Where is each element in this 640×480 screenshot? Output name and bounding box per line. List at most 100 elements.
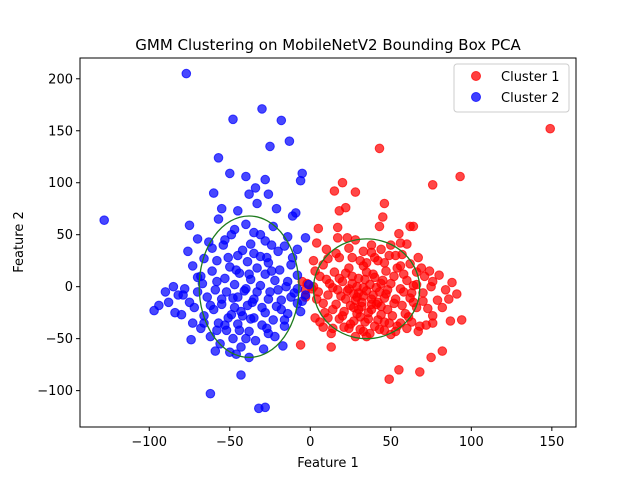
data-point (434, 270, 444, 281)
data-point (337, 177, 348, 188)
data-point (452, 289, 462, 299)
data-point (233, 206, 243, 216)
data-point (265, 141, 275, 152)
data-point (233, 292, 243, 302)
data-point (419, 271, 430, 282)
data-point (210, 346, 221, 356)
data-point (220, 235, 230, 245)
y-tick-label: −50 (46, 332, 73, 347)
data-point (241, 284, 251, 294)
data-point (295, 340, 306, 350)
data-point (257, 104, 267, 114)
legend-box (453, 63, 570, 113)
data-point (340, 202, 351, 213)
plot-frame (79, 57, 577, 428)
data-point (344, 243, 354, 253)
data-point (247, 297, 258, 308)
data-point (402, 239, 412, 249)
data-point (245, 239, 256, 249)
data-point (347, 252, 358, 263)
data-point (427, 180, 438, 190)
data-point (242, 256, 253, 267)
data-point (376, 244, 386, 255)
y-tick-label: −100 (37, 384, 73, 399)
data-point (244, 269, 254, 280)
data-point (374, 143, 385, 154)
data-point (223, 252, 233, 263)
data-point (418, 296, 428, 307)
data-point (244, 189, 254, 199)
data-point (397, 300, 407, 311)
data-point (394, 228, 404, 239)
data-point (160, 287, 171, 297)
data-point (279, 241, 290, 251)
data-point (358, 246, 369, 257)
data-point (311, 238, 322, 248)
data-point (216, 203, 227, 214)
data-point (437, 346, 448, 356)
data-point (366, 240, 377, 250)
data-point (369, 252, 380, 263)
data-point (268, 221, 279, 232)
data-point (402, 323, 412, 334)
data-point (216, 294, 227, 304)
data-point (252, 198, 262, 209)
y-axis-title: Feature 2 (12, 211, 27, 273)
data-point (386, 278, 396, 289)
data-point (205, 388, 216, 399)
data-point (415, 367, 425, 377)
data-point (337, 311, 348, 321)
data-point (389, 298, 399, 309)
data-point (300, 233, 311, 243)
data-point (276, 295, 287, 306)
data-point (205, 300, 216, 311)
x-tick-label: 100 (459, 435, 484, 450)
data-point (379, 317, 390, 327)
data-point (426, 281, 436, 292)
data-point (268, 315, 279, 325)
data-point (437, 302, 448, 313)
data-point (413, 252, 424, 263)
data-point (249, 313, 259, 323)
data-point (455, 171, 465, 182)
data-point (241, 333, 251, 344)
data-point (347, 271, 358, 282)
data-point (392, 263, 403, 273)
data-point (308, 255, 319, 266)
x-tick-label: −50 (216, 435, 243, 450)
data-point (273, 246, 283, 257)
data-point (163, 297, 174, 308)
x-tick-label: 50 (383, 435, 400, 450)
data-point (332, 285, 343, 295)
data-point (295, 306, 306, 317)
data-point (207, 266, 217, 276)
data-point (183, 246, 193, 257)
data-point (192, 234, 203, 244)
legend-marker-cluster-2 (471, 92, 481, 102)
data-point (426, 352, 436, 363)
data-point (255, 229, 266, 240)
data-point (456, 315, 467, 325)
data-point (374, 324, 385, 335)
series-cluster-1 (295, 123, 556, 385)
y-axis-ticks: −100 −50 0 50 100 150 200 (37, 72, 80, 399)
data-point (278, 341, 288, 351)
data-point (276, 115, 287, 126)
data-point (334, 273, 345, 284)
data-point (250, 335, 261, 346)
data-point (331, 248, 341, 259)
data-point (423, 303, 433, 314)
data-point (368, 269, 378, 280)
data-point (421, 320, 432, 330)
data-point (379, 198, 390, 209)
data-point (358, 326, 369, 337)
data-point (212, 276, 222, 287)
data-point (545, 123, 556, 134)
legend-label-cluster-1: Cluster 1 (501, 70, 560, 85)
data-point (213, 153, 224, 163)
data-point (286, 292, 296, 302)
data-point (236, 342, 246, 352)
data-point (284, 136, 295, 146)
data-point (221, 287, 232, 297)
